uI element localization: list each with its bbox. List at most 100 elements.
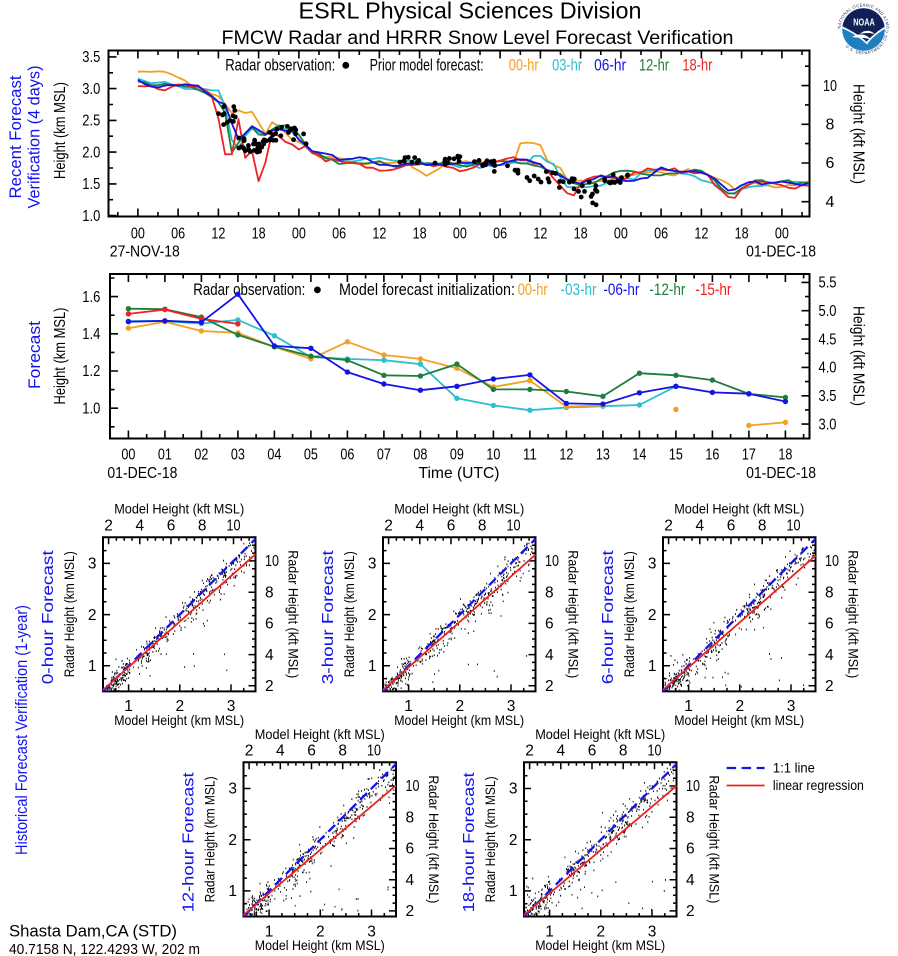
svg-text:Radar Height (kft MSL): Radar Height (kft MSL)	[426, 775, 442, 903]
svg-text:10: 10	[367, 743, 381, 760]
svg-text:2: 2	[104, 518, 113, 535]
svg-text:3: 3	[368, 556, 377, 573]
svg-text:2: 2	[648, 607, 657, 624]
svg-text:2: 2	[175, 698, 184, 715]
svg-text:1.0: 1.0	[82, 208, 100, 225]
svg-text:1.0: 1.0	[82, 400, 100, 417]
svg-text:1: 1	[509, 883, 518, 900]
svg-text:2.0: 2.0	[82, 144, 100, 161]
svg-text:-03-hr: -03-hr	[561, 280, 597, 299]
svg-text:3: 3	[367, 923, 376, 940]
svg-text:4: 4	[276, 743, 285, 760]
svg-text:Model Height (kft MSL): Model Height (kft MSL)	[394, 501, 524, 517]
svg-text:2: 2	[735, 698, 744, 715]
svg-text:6: 6	[406, 841, 415, 858]
svg-text:02: 02	[194, 447, 208, 464]
svg-text:2: 2	[686, 903, 695, 920]
svg-text:8: 8	[198, 518, 207, 535]
svg-text:1.4: 1.4	[82, 326, 100, 343]
svg-text:10: 10	[406, 778, 420, 795]
svg-text:2: 2	[664, 518, 673, 535]
svg-text:2: 2	[368, 607, 377, 624]
svg-text:3: 3	[228, 781, 237, 798]
svg-text:6: 6	[588, 743, 597, 760]
svg-text:linear regression: linear regression	[773, 777, 864, 793]
svg-text:Height (km MSL): Height (km MSL)	[52, 308, 69, 405]
svg-text:2: 2	[596, 923, 605, 940]
svg-text:14: 14	[632, 447, 646, 464]
svg-text:2.5: 2.5	[82, 113, 100, 130]
svg-text:12: 12	[372, 225, 386, 242]
svg-text:5.5: 5.5	[819, 275, 837, 292]
svg-text:Model Height (kft MSL): Model Height (kft MSL)	[114, 501, 244, 517]
svg-text:Radar Height (kft MSL): Radar Height (kft MSL)	[707, 775, 723, 903]
svg-text:10: 10	[787, 518, 801, 535]
svg-text:01-DEC-18: 01-DEC-18	[107, 465, 177, 482]
svg-text:10: 10	[825, 553, 839, 570]
svg-text:8: 8	[406, 810, 415, 827]
svg-text:3: 3	[88, 556, 97, 573]
svg-text:03: 03	[231, 447, 245, 464]
svg-text:4: 4	[825, 647, 834, 664]
svg-text:8: 8	[826, 117, 835, 134]
svg-text:4: 4	[826, 194, 835, 211]
svg-text:2: 2	[525, 743, 534, 760]
svg-text:06: 06	[654, 225, 668, 242]
svg-text:FMCW Radar and HRRR Snow Level: FMCW Radar and HRRR Snow Level Forecast …	[222, 27, 734, 49]
svg-text:00: 00	[614, 225, 628, 242]
svg-text:Model Height (kft MSL): Model Height (kft MSL)	[535, 726, 665, 742]
svg-text:2: 2	[455, 698, 464, 715]
svg-text:10: 10	[227, 518, 241, 535]
svg-text:01-DEC-18: 01-DEC-18	[746, 465, 816, 482]
svg-text:10: 10	[486, 447, 500, 464]
svg-text:8: 8	[619, 743, 628, 760]
svg-text:3: 3	[507, 698, 516, 715]
svg-text:Model Height (km MSL): Model Height (km MSL)	[394, 712, 524, 728]
svg-text:4: 4	[556, 743, 565, 760]
svg-text:6: 6	[826, 155, 835, 172]
svg-text:1: 1	[228, 883, 237, 900]
svg-text:3.0: 3.0	[819, 416, 837, 433]
svg-text:Model Height (km MSL): Model Height (km MSL)	[535, 937, 665, 953]
svg-text:8: 8	[758, 518, 767, 535]
svg-text:Forecast: Forecast	[25, 321, 44, 389]
svg-text:Radar Height (kft MSL): Radar Height (kft MSL)	[286, 550, 302, 678]
svg-text:16: 16	[705, 447, 719, 464]
svg-text:18-hr: 18-hr	[682, 56, 712, 75]
svg-text:8: 8	[478, 518, 487, 535]
svg-text:00: 00	[131, 225, 145, 242]
svg-text:Radar Height (kft MSL): Radar Height (kft MSL)	[566, 550, 582, 678]
svg-text:09: 09	[450, 447, 464, 464]
svg-text:18: 18	[735, 225, 749, 242]
svg-text:03-hr: 03-hr	[552, 56, 582, 75]
svg-text:Time (UTC): Time (UTC)	[419, 465, 500, 482]
svg-text:Radar Height (km MSL): Radar Height (km MSL)	[621, 551, 637, 677]
svg-text:2: 2	[88, 607, 97, 624]
svg-text:1: 1	[545, 923, 554, 940]
svg-text:3: 3	[509, 781, 518, 798]
svg-text:00: 00	[775, 225, 789, 242]
svg-text:00: 00	[292, 225, 306, 242]
svg-text:Radar observation:: Radar observation:	[225, 56, 335, 75]
svg-text:1: 1	[88, 658, 97, 675]
svg-text:12: 12	[694, 225, 708, 242]
svg-text:18: 18	[574, 225, 588, 242]
svg-text:18-hour Forecast: 18-hour Forecast	[461, 772, 478, 913]
svg-text:06: 06	[332, 225, 346, 242]
svg-text:6-hour Forecast: 6-hour Forecast	[600, 550, 617, 685]
svg-text:Model Height (km MSL): Model Height (km MSL)	[114, 712, 244, 728]
svg-text:6: 6	[167, 518, 176, 535]
svg-text:10: 10	[545, 553, 559, 570]
svg-text:Radar Height (km MSL): Radar Height (km MSL)	[341, 551, 357, 677]
svg-text:8: 8	[338, 743, 347, 760]
svg-text:06: 06	[340, 447, 354, 464]
svg-text:Prior model forecast:: Prior model forecast:	[370, 56, 484, 75]
svg-text:12: 12	[533, 225, 547, 242]
svg-text:2: 2	[384, 518, 393, 535]
svg-text:00-hr: 00-hr	[518, 280, 548, 299]
svg-text:4: 4	[545, 647, 554, 664]
svg-text:Height (km MSL): Height (km MSL)	[52, 82, 69, 179]
svg-text:Model forecast initialization:: Model forecast initialization:	[339, 280, 515, 299]
svg-text:ESRL Physical Sciences Divisio: ESRL Physical Sciences Division	[299, 0, 642, 24]
svg-text:3: 3	[648, 556, 657, 573]
